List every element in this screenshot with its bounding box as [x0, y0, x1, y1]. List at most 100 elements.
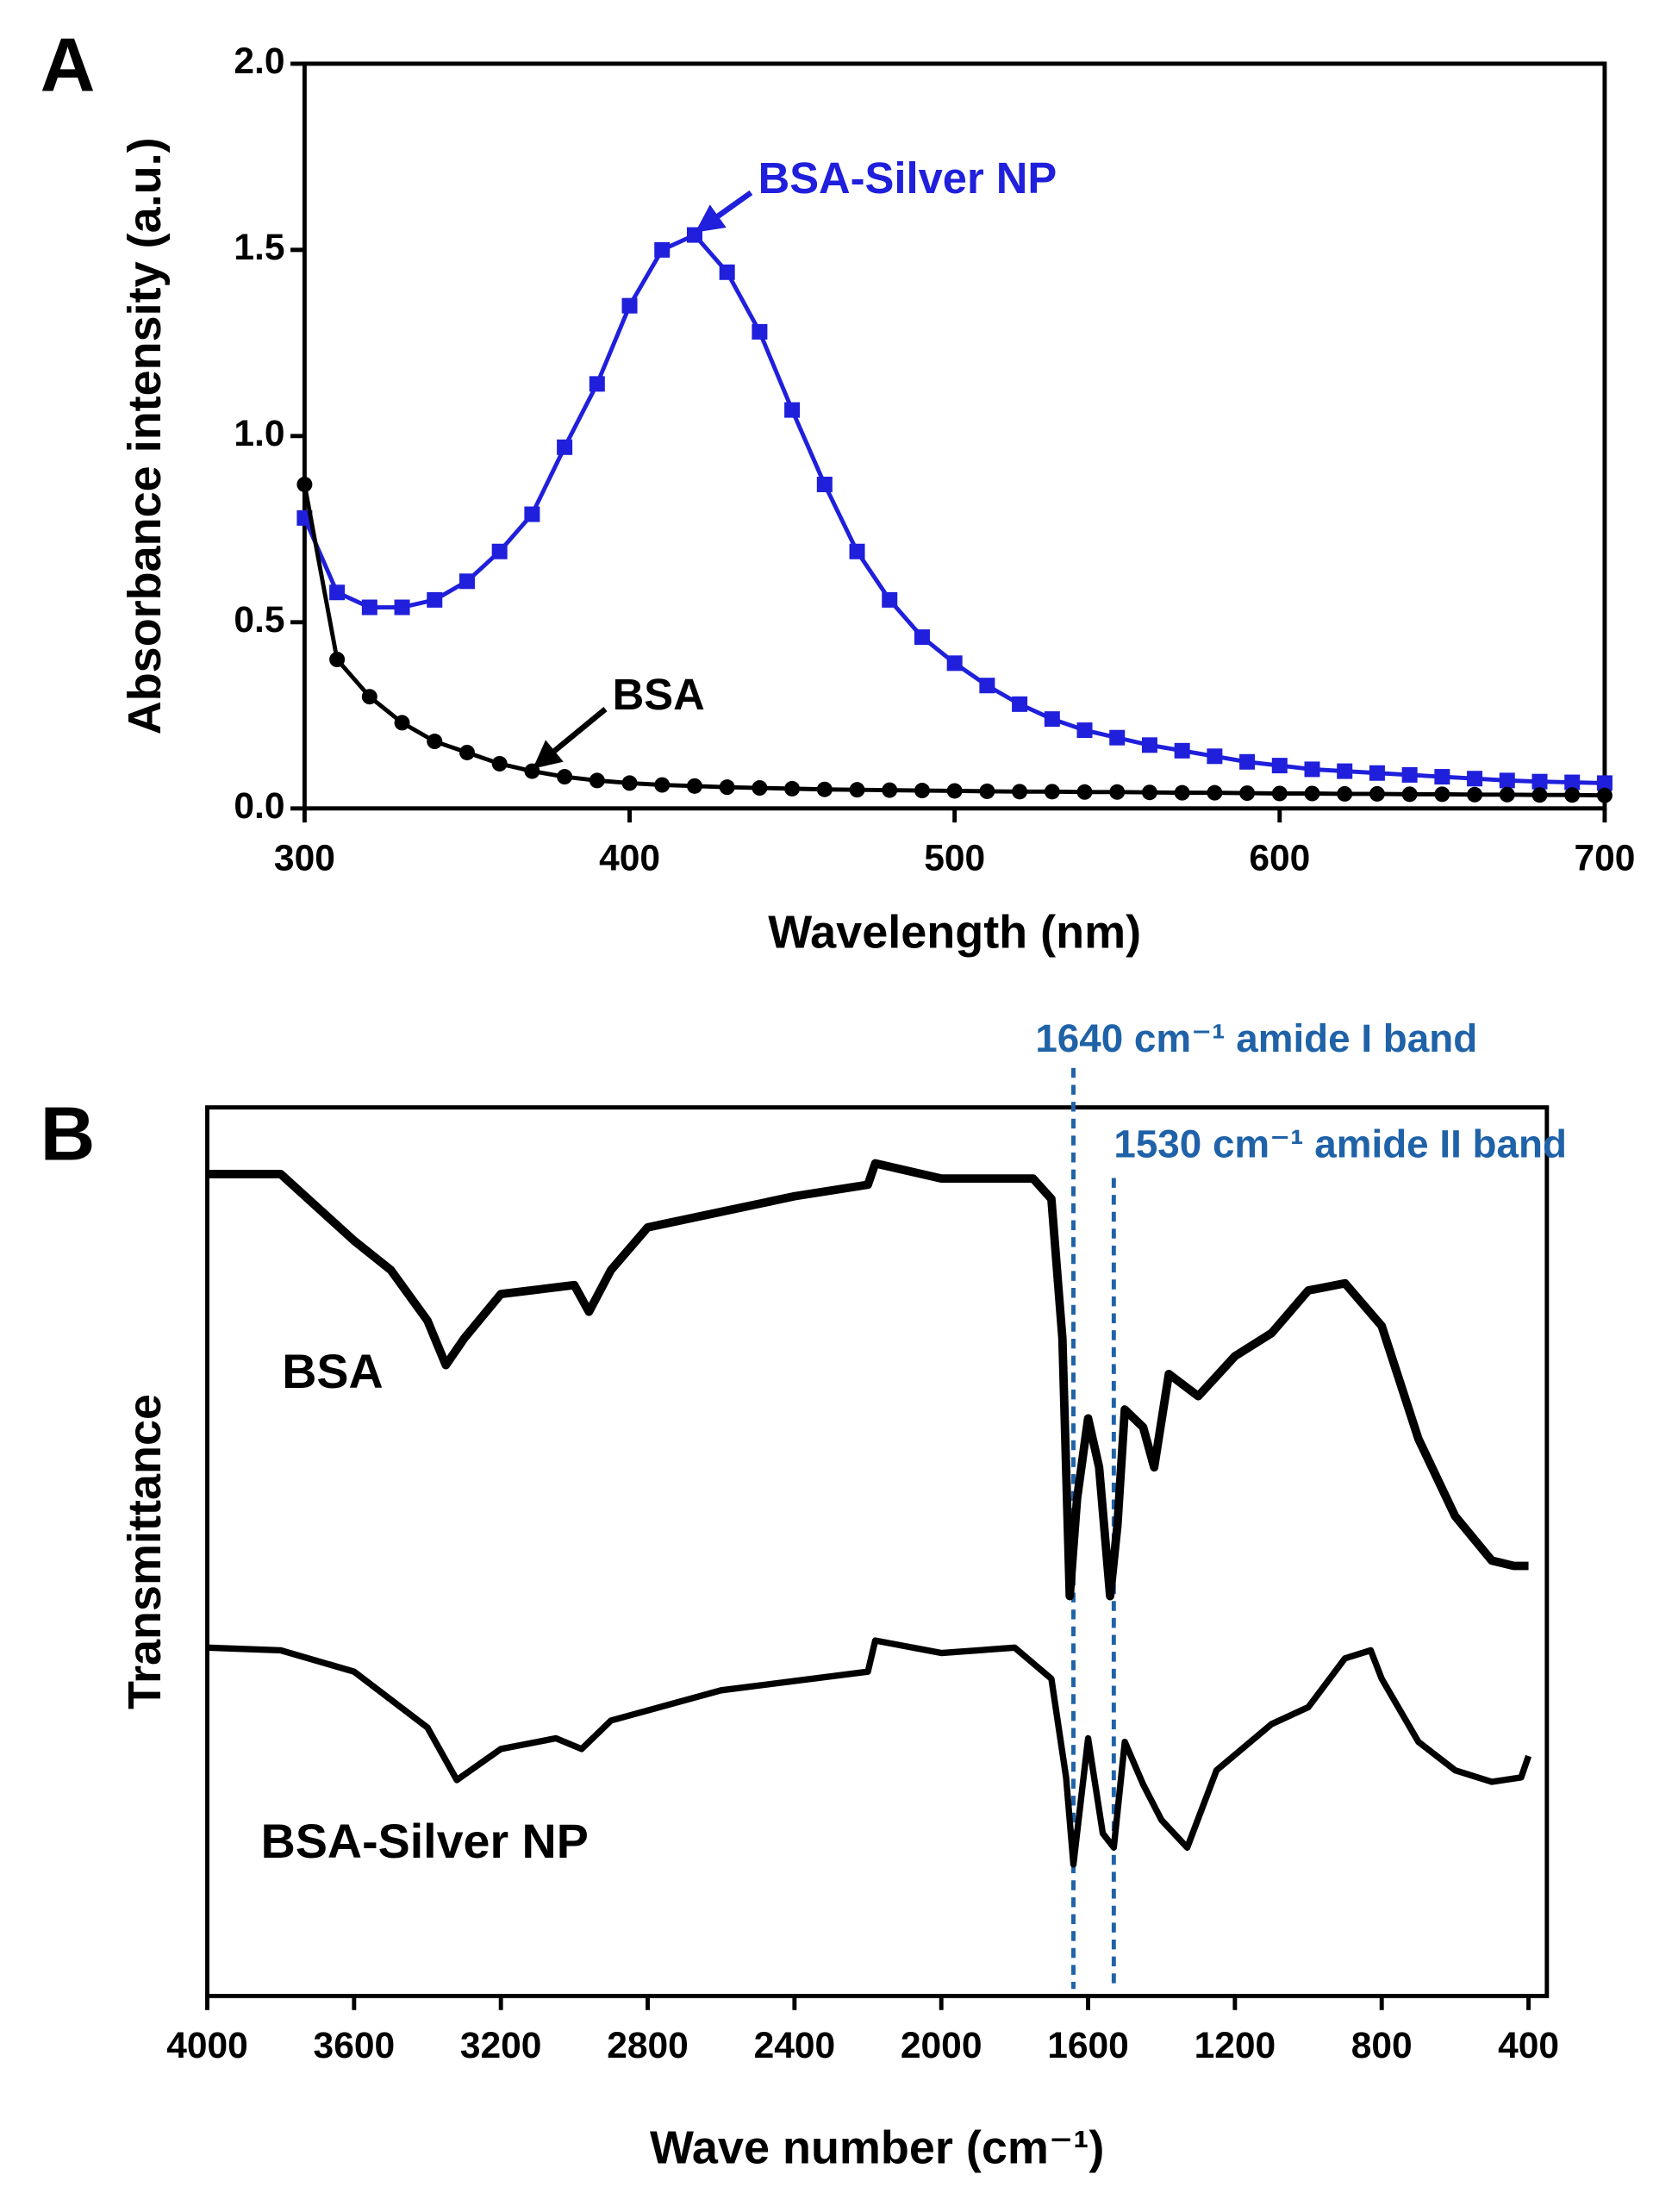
data-point	[719, 264, 735, 280]
data-point	[1304, 761, 1320, 778]
x-tick-label: 3600	[314, 2025, 396, 2066]
data-point	[1304, 785, 1320, 802]
data-point	[557, 769, 573, 785]
data-point	[427, 734, 443, 750]
data-point	[1044, 784, 1060, 800]
data-point	[1271, 758, 1288, 774]
data-point	[1239, 785, 1256, 802]
data-point	[1499, 772, 1515, 789]
y-tick-label: 0.0	[234, 785, 284, 827]
data-point	[946, 655, 963, 672]
data-point	[1044, 711, 1060, 728]
reference-label: 1530 cm⁻¹ amide II band	[1113, 1122, 1567, 1166]
data-point	[1141, 784, 1157, 801]
data-point	[394, 599, 410, 615]
data-point	[491, 755, 508, 772]
x-tick-label: 2800	[607, 2025, 689, 2066]
x-tick-label: 1600	[1047, 2025, 1129, 2066]
data-point	[1076, 722, 1093, 739]
data-point	[784, 402, 801, 418]
x-tick-label: 400	[1498, 2025, 1559, 2066]
series-label: BSA-Silver NP	[758, 153, 1057, 203]
data-point	[784, 780, 801, 797]
data-point	[1434, 769, 1450, 785]
series-label: BSA	[613, 670, 705, 719]
data-point	[1207, 784, 1223, 801]
x-tick-label: 300	[274, 838, 335, 879]
x-tick-label: 500	[924, 838, 985, 879]
x-tick-label: 700	[1574, 838, 1635, 879]
data-point	[1109, 784, 1126, 800]
data-point	[491, 543, 508, 559]
panel-label: B	[41, 1091, 96, 1177]
data-point	[1337, 763, 1353, 779]
annotation-arrow	[533, 707, 608, 770]
data-point	[1401, 766, 1418, 783]
data-point	[816, 476, 833, 492]
data-point	[589, 772, 605, 789]
data-point	[752, 780, 768, 797]
data-point	[1141, 737, 1157, 753]
data-point	[361, 689, 377, 705]
data-point	[296, 476, 313, 492]
data-point	[1207, 748, 1223, 765]
data-point	[1076, 784, 1093, 800]
series-line	[302, 484, 1605, 798]
y-axis-label: Transmittance	[119, 1394, 171, 1709]
plot-frame	[205, 1105, 1550, 1998]
y-tick-label: 0.5	[234, 599, 284, 640]
data-point	[1467, 771, 1483, 787]
data-point	[329, 584, 346, 601]
data-point	[1596, 787, 1613, 803]
data-point	[1499, 786, 1515, 803]
data-point	[979, 783, 995, 799]
x-tick-label: 1200	[1195, 2025, 1276, 2066]
data-point	[654, 777, 671, 793]
data-point	[752, 323, 768, 340]
data-point	[329, 652, 346, 667]
data-point	[1271, 785, 1288, 802]
data-point	[1596, 775, 1613, 791]
x-tick-label: 400	[599, 838, 660, 879]
series-label: BSA	[282, 1345, 383, 1398]
data-point	[1401, 786, 1418, 803]
x-axis-label: Wave number (cm⁻¹)	[650, 2122, 1104, 2174]
x-axis-label: Wavelength (nm)	[768, 906, 1141, 958]
y-tick-label: 1.0	[234, 413, 284, 454]
data-point	[1531, 773, 1548, 790]
data-point	[1109, 729, 1126, 746]
data-point	[1012, 784, 1028, 800]
data-point	[524, 506, 540, 522]
annotation-arrow	[695, 190, 753, 234]
data-point	[1369, 785, 1385, 802]
data-point	[1174, 742, 1190, 759]
series-line	[303, 233, 1605, 785]
data-point	[458, 744, 475, 760]
data-point	[1467, 786, 1483, 803]
data-point	[816, 781, 833, 797]
data-point	[621, 297, 638, 314]
data-point	[882, 782, 898, 798]
y-tick-label: 1.5	[234, 227, 284, 268]
reference-label: 1640 cm⁻¹ amide I band	[1035, 1016, 1477, 1060]
data-point	[621, 775, 638, 791]
data-point	[427, 591, 443, 608]
x-tick-label: 600	[1249, 838, 1310, 879]
data-point	[686, 778, 702, 794]
x-tick-label: 800	[1351, 2025, 1413, 2066]
data-point	[849, 543, 865, 559]
series-label: BSA-Silver NP	[261, 1815, 589, 1868]
panel-label: A	[41, 22, 96, 107]
data-point	[1012, 696, 1028, 712]
data-point	[1531, 787, 1548, 803]
y-tick-label: 2.0	[234, 41, 284, 82]
series-line	[207, 1637, 1532, 1868]
data-point	[914, 629, 930, 646]
data-point	[1239, 753, 1256, 770]
data-point	[1564, 774, 1581, 790]
data-point	[654, 241, 671, 258]
data-point	[394, 715, 410, 731]
data-point	[1174, 784, 1190, 801]
data-point	[361, 599, 377, 615]
data-point	[1434, 786, 1450, 803]
